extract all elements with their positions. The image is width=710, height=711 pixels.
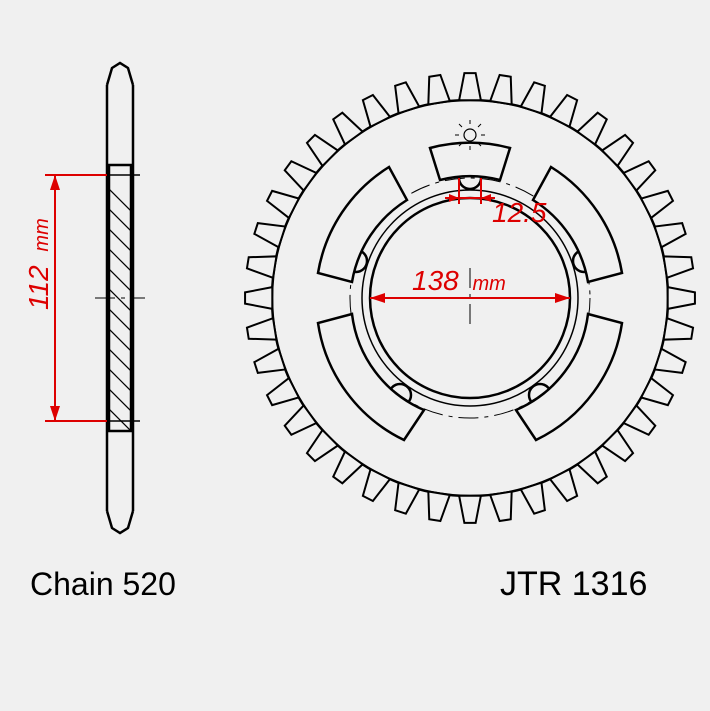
- dim-12-5-value: 12.5: [492, 197, 547, 228]
- chain-label: Chain 520: [30, 566, 176, 602]
- dim-138-unit: mm: [473, 273, 506, 295]
- front-view: 138 mm 12.5: [245, 73, 695, 523]
- part-number: JTR 1316: [500, 565, 647, 603]
- side-view: 112 mm: [23, 63, 145, 533]
- dim-138-value: 138: [412, 265, 459, 296]
- technical-drawing: 112 mm: [0, 0, 710, 711]
- dim-112: 112 mm: [23, 175, 107, 421]
- dim-12-5: 12.5: [445, 178, 547, 228]
- dim-112-value: 112: [23, 265, 54, 310]
- dim-112-unit: mm: [31, 218, 53, 251]
- svg-text:138 mm: 138 mm: [412, 265, 506, 296]
- svg-text:112 mm: 112 mm: [23, 218, 54, 310]
- drawing-svg: 112 mm: [0, 0, 710, 711]
